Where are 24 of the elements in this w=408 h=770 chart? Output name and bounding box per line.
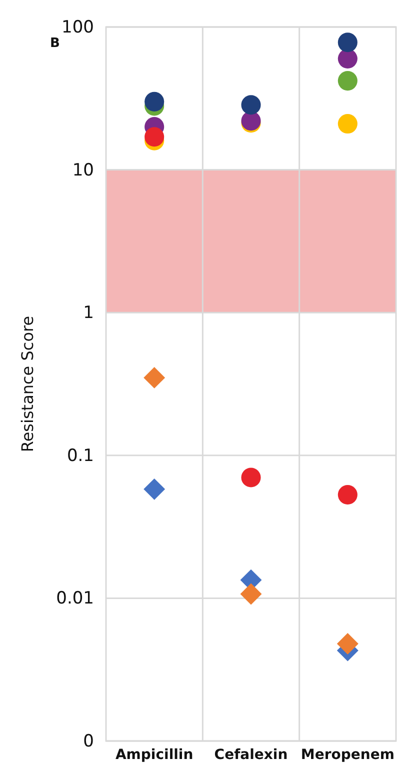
y-tick-label: 1 [83,303,94,324]
point [144,127,164,147]
y-tick-label: 0.01 [56,588,94,609]
point [240,583,262,605]
point [144,478,166,500]
y-tick-label: 10 [72,160,94,180]
text: B [50,36,60,51]
point [338,114,358,134]
point [338,485,358,505]
point [241,95,261,115]
x-tick-label: Meropenem [300,746,394,763]
point [338,48,358,68]
point [241,468,261,488]
point [144,366,166,388]
y-tick-label: 100 [62,17,94,38]
y-axis-title: Resistance Score [18,316,37,452]
y-tick-label: 0 [83,731,94,752]
point [338,32,358,52]
point [336,632,358,654]
point [144,92,164,112]
point [338,71,358,91]
x-tick-label: Ampicillin [115,746,194,763]
y-tick-label: 0.1 [66,446,94,466]
x-tick-label: Cefalexin [214,746,288,763]
